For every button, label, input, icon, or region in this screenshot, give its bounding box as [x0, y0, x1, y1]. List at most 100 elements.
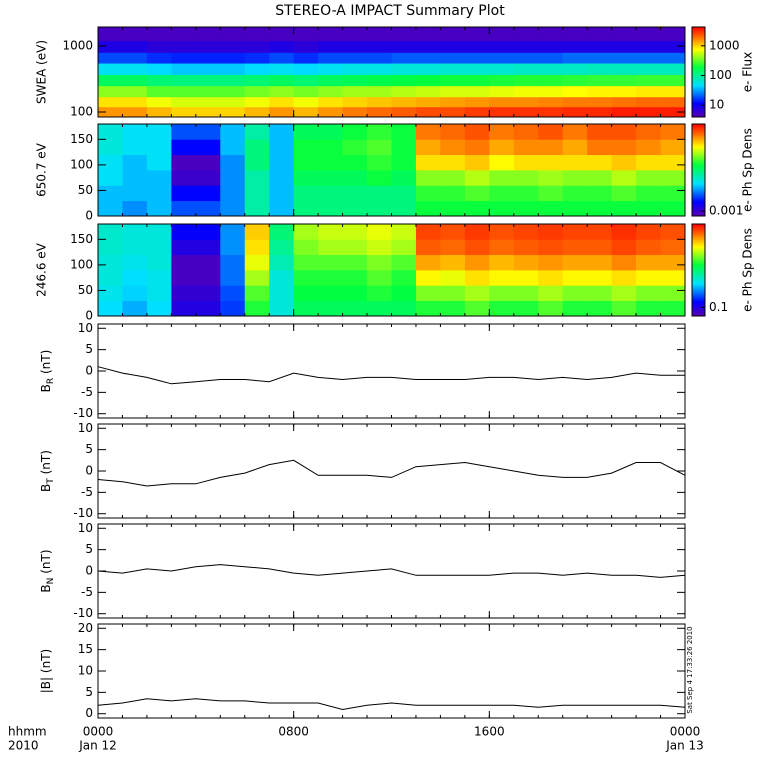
heatmap-cell: [587, 285, 613, 302]
heatmap-cell: [195, 52, 221, 64]
x-tick-label: 0000: [670, 725, 701, 739]
heatmap-cell: [122, 270, 148, 286]
heatmap-cell: [611, 254, 637, 271]
heatmap-cell: [464, 96, 490, 108]
heatmap-cell: [415, 185, 441, 202]
heatmap-cell: [195, 40, 221, 53]
heatmap-cell: [146, 300, 172, 317]
heatmap-cell: [195, 285, 221, 302]
heatmap-cell: [367, 96, 392, 108]
heatmap-cell: [611, 285, 637, 302]
heatmap-cell: [464, 200, 490, 217]
heatmap-cell: [171, 27, 197, 42]
heatmap-cell: [440, 139, 466, 156]
heatmap-cell: [611, 40, 637, 53]
heatmap-cell: [318, 74, 343, 87]
heatmap-cell: [244, 200, 270, 217]
x-tick-label: 0800: [278, 725, 309, 739]
heatmap-cell: [636, 285, 661, 302]
heatmap-cell: [489, 270, 515, 286]
heatmap-cell: [391, 170, 417, 186]
heatmap-cell: [367, 270, 392, 286]
heatmap-cell: [220, 200, 246, 217]
heatmap-cell: [415, 27, 441, 42]
heatmap-cell: [513, 106, 539, 118]
heatmap-cell: [293, 200, 319, 217]
heatmap-cell: [146, 96, 172, 108]
heatmap-cell: [562, 96, 588, 108]
y-axis-label: |B| (nT): [39, 649, 53, 693]
heatmap-cell: [562, 185, 588, 202]
heatmap-cell: [587, 270, 613, 286]
plot-title: STEREO-A IMPACT Summary Plot: [275, 3, 505, 19]
heatmap-cell: [464, 124, 490, 140]
heatmap-cell: [440, 106, 466, 118]
y-tick-label: 0: [85, 364, 93, 378]
heatmap-cell: [318, 154, 343, 171]
panel-frame: [97, 423, 686, 519]
heatmap-cell: [489, 124, 515, 140]
heatmap-cell: [318, 285, 343, 302]
heatmap-cell: [367, 139, 392, 156]
heatmap-cell: [342, 40, 368, 53]
heatmap-cell: [513, 200, 539, 217]
x-date-label: Jan 13: [665, 739, 704, 753]
heatmap-cell: [391, 63, 417, 75]
heatmap-cell: [98, 270, 123, 286]
heatmap-cell: [513, 300, 539, 317]
heatmap-cell: [587, 96, 613, 108]
heatmap-cell: [636, 239, 661, 256]
heatmap-cell: [440, 124, 466, 140]
y-tick-label: 100: [70, 257, 93, 271]
heatmap-cell: [293, 124, 319, 140]
heatmap-cell: [562, 74, 588, 87]
heatmap-cell: [122, 27, 148, 42]
heatmap-cell: [562, 285, 588, 302]
heatmap-cell: [98, 27, 123, 42]
y-tick-label: 100: [70, 157, 93, 171]
heatmap-cell: [220, 224, 246, 240]
heatmap-cell: [342, 170, 368, 186]
heatmap-cell: [587, 154, 613, 171]
heatmap-cell: [611, 270, 637, 286]
heatmap-cell: [367, 106, 392, 118]
heatmap-cell: [269, 74, 295, 87]
heatmap-cell: [293, 300, 319, 317]
heatmap-cell: [562, 224, 588, 240]
heatmap-cell: [391, 96, 417, 108]
y-tick-label: 0: [85, 464, 93, 478]
heatmap-cell: [146, 139, 172, 156]
heatmap-cell: [611, 74, 637, 87]
heatmap-cell: [98, 170, 123, 186]
heatmap-cell: [146, 74, 172, 87]
heatmap-cell: [464, 170, 490, 186]
y-tick-label: 1000: [62, 38, 93, 52]
y-tick-label: 15: [78, 642, 93, 656]
heatmap-cell: [562, 200, 588, 217]
y-axis-label: SWEA (eV): [35, 40, 49, 104]
heatmap-cell: [269, 254, 295, 271]
heatmap-cell: [513, 254, 539, 271]
colorbar-label: e- Ph Sp Dens: [741, 228, 755, 312]
heatmap-cell: [489, 300, 515, 317]
heatmap-cell: [244, 40, 270, 53]
heatmap-cell: [513, 224, 539, 240]
heatmap-cell: [538, 300, 564, 317]
heatmap-cell: [122, 52, 148, 64]
heatmap-cell: [293, 285, 319, 302]
heatmap-cell: [538, 63, 564, 75]
heatmap-cell: [269, 52, 295, 64]
heatmap-cell: [367, 63, 392, 75]
heatmap-cell: [318, 40, 343, 53]
heatmap-cell: [660, 200, 686, 217]
heatmap-cell: [171, 139, 197, 156]
heatmap-cell: [293, 63, 319, 75]
heatmap-cell: [342, 239, 368, 256]
heatmap-cell: [587, 170, 613, 186]
heatmap-cell: [636, 124, 661, 140]
heatmap-cell: [440, 40, 466, 53]
heatmap-cell: [636, 27, 661, 42]
heatmap-cell: [171, 285, 197, 302]
heatmap-cell: [513, 40, 539, 53]
heatmap-cell: [440, 239, 466, 256]
